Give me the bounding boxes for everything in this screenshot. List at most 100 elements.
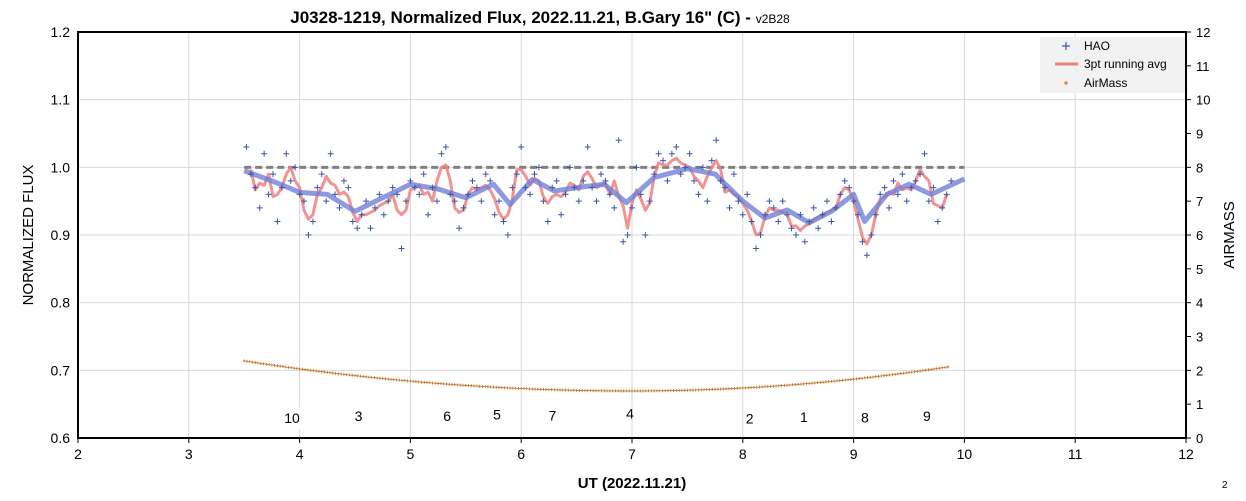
hao-point: [921, 150, 928, 157]
airmass-point: [580, 388, 584, 392]
hao-point: [385, 198, 392, 205]
y2-tick-label: 2: [1196, 363, 1203, 378]
airmass-point: [860, 376, 864, 380]
hao-point: [611, 204, 618, 211]
hao-point: [894, 191, 901, 198]
hao-point: [624, 232, 631, 238]
airmass-point: [816, 381, 820, 385]
hao-point: [810, 204, 817, 211]
hao-point: [465, 191, 472, 198]
airmass-point: [569, 388, 573, 392]
hao-point: [482, 171, 489, 178]
hao-point: [629, 204, 635, 211]
airmass-point: [788, 383, 792, 387]
airmass-point: [937, 366, 941, 370]
corner-note: 2: [1222, 480, 1228, 491]
airmass-point: [602, 389, 606, 393]
airmass-point: [514, 386, 518, 390]
airmass-point: [378, 376, 382, 380]
airmass-point: [403, 379, 407, 383]
airmass-point: [392, 378, 396, 382]
airmass-point: [877, 374, 881, 378]
hao-point: [518, 144, 525, 151]
airmass-point: [691, 388, 695, 392]
airmass-point: [946, 365, 950, 369]
airmass-point: [561, 388, 565, 392]
airmass-point: [655, 389, 659, 393]
annotation-label: 5: [493, 406, 501, 422]
x-tick-label: 5: [407, 446, 415, 462]
hao-point: [340, 177, 347, 184]
airmass-point: [791, 383, 795, 387]
hao-point: [456, 225, 463, 232]
hao-point: [496, 198, 503, 205]
hao-point: [664, 177, 671, 184]
hao-point: [274, 218, 281, 225]
hao-point: [855, 211, 862, 218]
chart-title-version: v2B28: [756, 12, 790, 26]
airmass-point: [253, 361, 257, 365]
airmass-point: [835, 379, 839, 383]
airmass-point: [455, 383, 459, 387]
airmass-point: [638, 389, 642, 393]
airmass-point: [824, 380, 828, 384]
hao-point: [620, 238, 627, 245]
airmass-point: [680, 388, 684, 392]
airmass-point: [622, 389, 626, 393]
hao-point: [886, 204, 893, 211]
hao-point: [651, 171, 658, 178]
hao-point: [270, 171, 277, 178]
airmass-point: [832, 379, 836, 383]
hao-point: [469, 177, 476, 184]
x-tick-label: 7: [628, 446, 636, 462]
hao-point: [504, 232, 511, 238]
hao-point: [566, 164, 573, 171]
airmass-point: [428, 381, 432, 385]
hao-point: [722, 184, 729, 191]
hao-point: [336, 204, 343, 211]
airmass-point: [719, 387, 723, 391]
y2-tick-label: 12: [1196, 25, 1210, 40]
airmass-point: [802, 382, 806, 386]
hao-point: [442, 144, 449, 151]
airmass-point: [913, 370, 917, 374]
airmass-point: [874, 375, 878, 379]
hao-point: [597, 171, 604, 178]
airmass-point: [588, 389, 592, 393]
airmass-point: [256, 361, 260, 365]
airmass-point: [528, 387, 532, 391]
hao-point: [513, 171, 520, 178]
hao-point: [358, 211, 365, 218]
hao-point: [527, 191, 534, 198]
y2-tick-label: 11: [1196, 59, 1210, 74]
airmass-point: [328, 371, 332, 375]
airmass-point: [827, 380, 831, 384]
airmass-point: [508, 386, 512, 390]
airmass-point: [345, 373, 349, 377]
airmass-point: [383, 377, 387, 381]
airmass-point: [799, 382, 803, 386]
airmass-point: [713, 387, 717, 391]
hao-point: [287, 177, 294, 184]
hao-point: [872, 211, 879, 218]
airmass-point: [309, 368, 313, 372]
hao-point: [637, 191, 644, 198]
hao-point: [354, 225, 361, 232]
airmass-point: [696, 388, 700, 392]
airmass-point: [600, 389, 604, 393]
airmass-point: [464, 383, 468, 387]
airmass-point: [644, 389, 648, 393]
airmass-point: [356, 374, 360, 378]
airmass-point: [275, 364, 279, 368]
airmass-point: [666, 389, 670, 393]
hao-point: [863, 252, 870, 259]
hao-point: [673, 144, 680, 151]
hao-point: [890, 177, 897, 184]
hao-point: [247, 171, 254, 178]
airmass-point: [300, 367, 304, 371]
airmass-point: [838, 379, 842, 383]
annotation-label: 2: [746, 410, 754, 426]
airmass-point: [347, 373, 351, 377]
annotation-label: 6: [443, 408, 451, 424]
airmass-point: [480, 384, 484, 388]
